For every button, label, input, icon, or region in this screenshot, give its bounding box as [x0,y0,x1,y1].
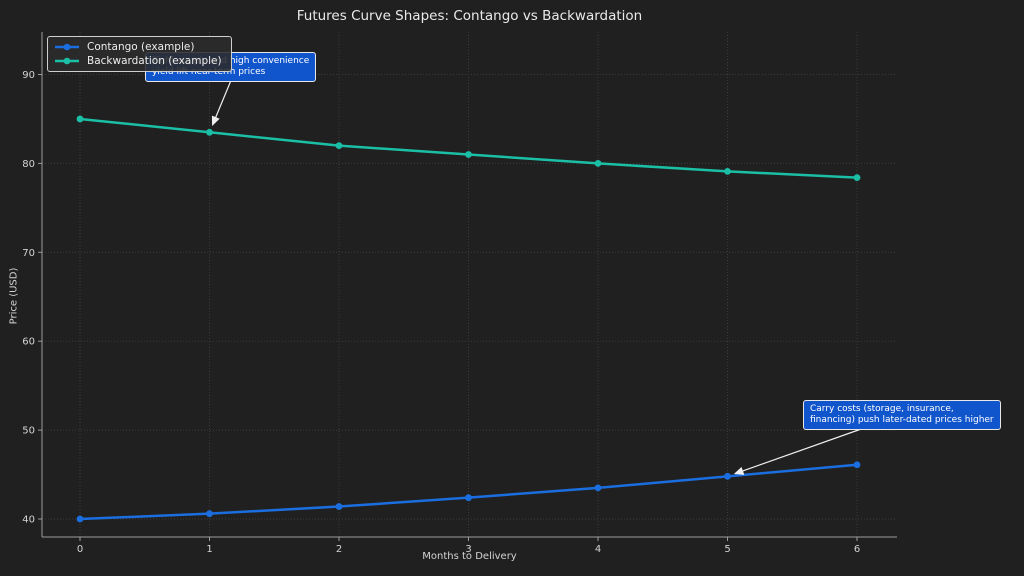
y-tick-label: 90 [22,70,35,81]
y-tick-label: 80 [22,159,35,170]
data-point [206,128,213,136]
data-point [594,160,602,167]
legend-line-sample-backwardation [55,57,79,65]
x-tick-label: 1 [206,544,212,555]
annotation-line: financing) push later-dated prices highe… [810,415,994,425]
data-point [76,515,84,523]
annotation-arrow [733,427,865,475]
y-tick-label: 50 [22,426,35,437]
x-tick-label: 0 [77,544,83,555]
annotation-arrow [211,77,233,127]
x-tick-label: 4 [595,544,601,555]
annotation-line: Carry costs (storage, insurance, [810,404,954,414]
legend: Contango (example) Backwardation (exampl… [47,36,232,72]
data-point [76,115,84,123]
data-point [594,484,602,492]
x-tick-label: 5 [724,544,730,555]
y-tick-label: 40 [22,515,35,526]
data-point [853,174,861,182]
y-tick-label: 70 [22,248,35,259]
data-point [724,472,731,480]
data-point [465,494,472,502]
legend-item-contango: Contango (example) [54,41,222,53]
x-tick-label: 6 [854,544,860,555]
legend-label-backwardation: Backwardation (example) [87,55,222,67]
annotation-contango: Carry costs (storage, insurance, financi… [803,400,1001,430]
data-point [335,142,343,150]
chart-title: Futures Curve Shapes: Contango vs Backwa… [296,8,643,24]
y-tick-label: 60 [22,337,35,348]
annotation-line: yield lift near-term prices [152,67,266,77]
x-tick-label: 2 [336,544,342,555]
data-point [724,168,731,175]
data-point [853,461,861,469]
legend-line-sample-contango [55,43,79,51]
y-axis-label: Price (USD) [8,267,20,325]
axes-background [42,32,897,537]
data-point [206,510,213,518]
legend-item-backwardation: Backwardation (example) [54,55,222,67]
legend-label-contango: Contango (example) [87,41,195,53]
data-point [465,151,472,158]
data-point [335,503,343,510]
x-tick-label: 3 [465,544,471,555]
x-axis-label: Months to Delivery [422,551,517,562]
